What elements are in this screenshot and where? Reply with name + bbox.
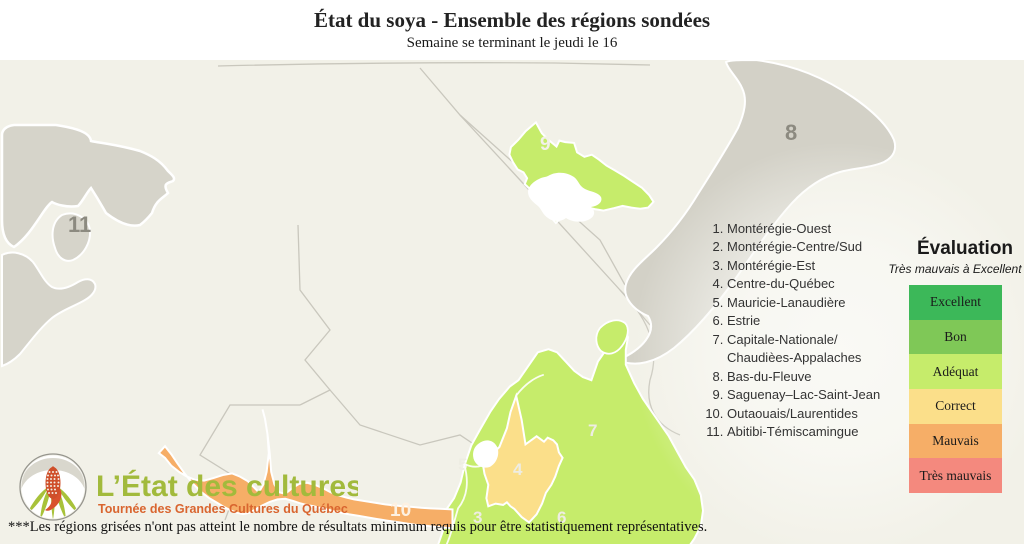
- svg-text:L’État des cultures: L’État des cultures: [96, 469, 358, 503]
- svg-text:11: 11: [68, 212, 91, 237]
- svg-text:10: 10: [390, 500, 411, 521]
- svg-text:4: 4: [513, 460, 523, 479]
- svg-text:7: 7: [588, 421, 597, 440]
- svg-text:8: 8: [785, 120, 797, 145]
- svg-text:Tournée des Grandes Cultures d: Tournée des Grandes Cultures du Québec: [98, 502, 348, 516]
- svg-text:9: 9: [540, 134, 551, 155]
